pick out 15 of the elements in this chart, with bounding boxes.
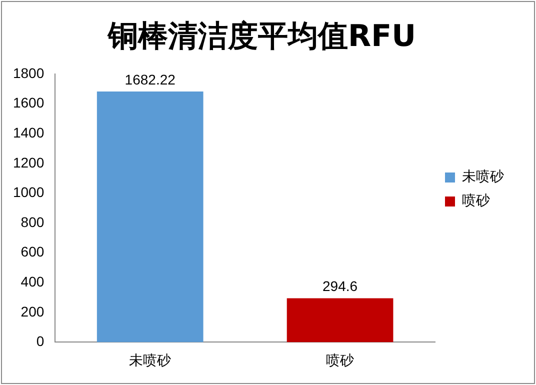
y-tick-label: 800 xyxy=(20,214,44,230)
y-tick-label: 0 xyxy=(36,333,44,350)
y-tick-label: 1600 xyxy=(12,94,44,111)
y-tick-label: 400 xyxy=(20,273,44,290)
y-tick-label: 1400 xyxy=(12,124,44,140)
y-tick-label: 200 xyxy=(20,303,44,320)
legend-label: 喷砂 xyxy=(462,193,490,210)
y-tick-label: 1200 xyxy=(12,154,44,170)
chart-title: 铜棒清洁度平均值RFU xyxy=(107,18,416,54)
data-label: 294.6 xyxy=(322,278,358,294)
y-tick-label: 1000 xyxy=(12,184,44,200)
y-tick-label: 1800 xyxy=(12,64,44,81)
y-tick-label: 600 xyxy=(20,244,44,260)
data-label: 1682.22 xyxy=(124,71,176,88)
legend-label: 未喷砂 xyxy=(462,169,504,186)
